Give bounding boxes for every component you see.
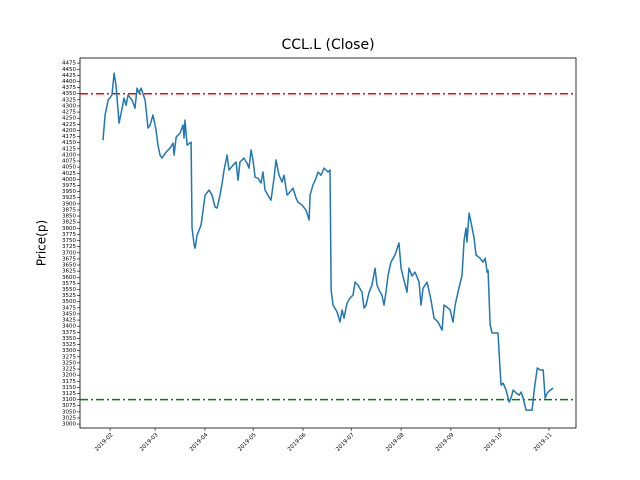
y-tick-label: 4375 xyxy=(62,85,76,91)
y-tick-label: 3125 xyxy=(62,391,76,397)
y-tick-label: 3250 xyxy=(62,360,76,366)
y-tick-label: 3800 xyxy=(62,226,76,232)
y-tick-label: 3500 xyxy=(62,299,76,305)
y-tick-label: 4450 xyxy=(62,67,76,73)
y-tick-label: 4200 xyxy=(62,128,76,134)
y-tick-label: 3150 xyxy=(62,385,76,391)
y-tick-label: 3225 xyxy=(62,367,76,373)
y-tick-label: 4400 xyxy=(62,79,76,85)
y-axis-label: Price(p) xyxy=(35,220,49,266)
y-tick-label: 4150 xyxy=(62,140,76,146)
y-tick-label: 4275 xyxy=(62,110,76,116)
y-tick-label: 3475 xyxy=(62,305,76,311)
y-tick-label: 3875 xyxy=(62,207,76,213)
y-tick-label: 3000 xyxy=(62,422,76,428)
y-tick-label: 4100 xyxy=(62,152,76,158)
y-tick-label: 3725 xyxy=(62,244,76,250)
y-tick-label: 4300 xyxy=(62,103,76,109)
y-tick-label: 3925 xyxy=(62,195,76,201)
y-tick-label: 4075 xyxy=(62,159,76,165)
y-tick-label: 3600 xyxy=(62,275,76,281)
y-tick-label: 3825 xyxy=(62,220,76,226)
y-tick-label: 4175 xyxy=(62,134,76,140)
y-tick-label: 3425 xyxy=(62,318,76,324)
y-tick-label: 3400 xyxy=(62,324,76,330)
y-tick-label: 3750 xyxy=(62,238,76,244)
y-tick-label: 3975 xyxy=(62,183,76,189)
y-tick-label: 3075 xyxy=(62,403,76,409)
y-tick-label: 3575 xyxy=(62,281,76,287)
y-tick-label: 3325 xyxy=(62,342,76,348)
y-tick-label: 3450 xyxy=(62,311,76,317)
y-tick-label: 4325 xyxy=(62,97,76,103)
y-tick-label: 4475 xyxy=(62,61,76,67)
y-tick-label: 3625 xyxy=(62,269,76,275)
y-tick-label: 4050 xyxy=(62,165,76,171)
y-tick-label: 4225 xyxy=(62,122,76,128)
y-tick-label: 3200 xyxy=(62,373,76,379)
y-tick-label: 4025 xyxy=(62,171,76,177)
y-tick-label: 3025 xyxy=(62,415,76,421)
y-tick-label: 3850 xyxy=(62,214,76,220)
y-tick-label: 3100 xyxy=(62,397,76,403)
y-tick-label: 3700 xyxy=(62,250,76,256)
y-tick-label: 3375 xyxy=(62,330,76,336)
y-tick-label: 4350 xyxy=(62,91,76,97)
y-tick-label: 3550 xyxy=(62,287,76,293)
y-tick-label: 4250 xyxy=(62,116,76,122)
y-tick-label: 3350 xyxy=(62,336,76,342)
y-tick-label: 4000 xyxy=(62,177,76,183)
y-tick-label: 4125 xyxy=(62,146,76,152)
y-tick-label: 3525 xyxy=(62,293,76,299)
y-tick-label: 3775 xyxy=(62,232,76,238)
y-tick-label: 4425 xyxy=(62,73,76,79)
y-tick-label: 3900 xyxy=(62,201,76,207)
y-tick-label: 3650 xyxy=(62,263,76,269)
y-tick-label: 3950 xyxy=(62,189,76,195)
y-tick-label: 3050 xyxy=(62,409,76,415)
y-tick-label: 3300 xyxy=(62,348,76,354)
plot-frame xyxy=(79,57,577,429)
y-tick-label: 3675 xyxy=(62,256,76,262)
y-tick-label: 3275 xyxy=(62,354,76,360)
price-line xyxy=(102,72,554,411)
y-tick-label: 3175 xyxy=(62,379,76,385)
chart-title: CCL.L (Close) xyxy=(281,37,374,53)
